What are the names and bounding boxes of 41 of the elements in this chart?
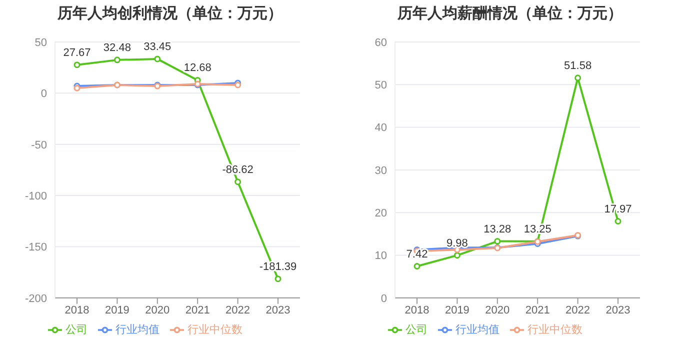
x-tick-label: 2020 bbox=[485, 304, 510, 317]
legend-label: 行业中位数 bbox=[528, 324, 582, 336]
data-label: 33.45 bbox=[144, 40, 172, 53]
data-label: 9.98 bbox=[446, 237, 468, 250]
legend-label: 行业均值 bbox=[456, 324, 500, 336]
y-tick-label: -50 bbox=[31, 139, 47, 152]
data-label: 27.67 bbox=[63, 46, 91, 59]
x-tick-label: 2018 bbox=[404, 304, 430, 317]
y-tick-label: 30 bbox=[374, 164, 387, 177]
y-tick-label: 20 bbox=[374, 208, 387, 220]
x-tick-label: 2018 bbox=[64, 304, 90, 317]
y-tick-label: -100 bbox=[24, 190, 47, 202]
data-label: 7.42 bbox=[406, 248, 428, 260]
y-tick-label: 10 bbox=[374, 250, 387, 262]
x-tick-label: 2021 bbox=[185, 304, 210, 317]
y-tick-label: -150 bbox=[24, 242, 47, 254]
y-tick-label: 60 bbox=[374, 36, 387, 49]
y-tick-label: 50 bbox=[34, 36, 47, 49]
x-tick-label: 2020 bbox=[145, 304, 170, 317]
data-label: 12.68 bbox=[184, 62, 212, 74]
legend-label: 行业中位数 bbox=[188, 324, 242, 336]
y-tick-label: 0 bbox=[380, 292, 387, 305]
y-tick-label: 50 bbox=[374, 80, 387, 92]
x-tick-label: 2023 bbox=[606, 304, 630, 317]
x-tick-label: 2022 bbox=[566, 304, 590, 317]
legend-label: 公司 bbox=[406, 324, 428, 336]
legend-label: 公司 bbox=[66, 324, 88, 336]
chart-title: 历年人均薪酬情况（单位：万元） bbox=[396, 4, 624, 24]
legend-label: 行业均值 bbox=[116, 324, 160, 336]
chart-title: 历年人均创利情况（单位：万元） bbox=[56, 4, 284, 24]
y-tick-label: -200 bbox=[24, 292, 47, 305]
x-tick-label: 2019 bbox=[444, 304, 470, 317]
data-label: 51.58 bbox=[564, 60, 592, 72]
x-tick-label: 2019 bbox=[104, 304, 130, 317]
y-tick-label: 40 bbox=[374, 122, 387, 134]
y-tick-label: 0 bbox=[40, 88, 47, 100]
data-label: 13.28 bbox=[484, 223, 512, 236]
x-tick-label: 2023 bbox=[266, 304, 290, 317]
x-tick-label: 2021 bbox=[525, 304, 550, 317]
x-tick-label: 2022 bbox=[226, 304, 250, 317]
data-label: 32.48 bbox=[103, 42, 131, 54]
